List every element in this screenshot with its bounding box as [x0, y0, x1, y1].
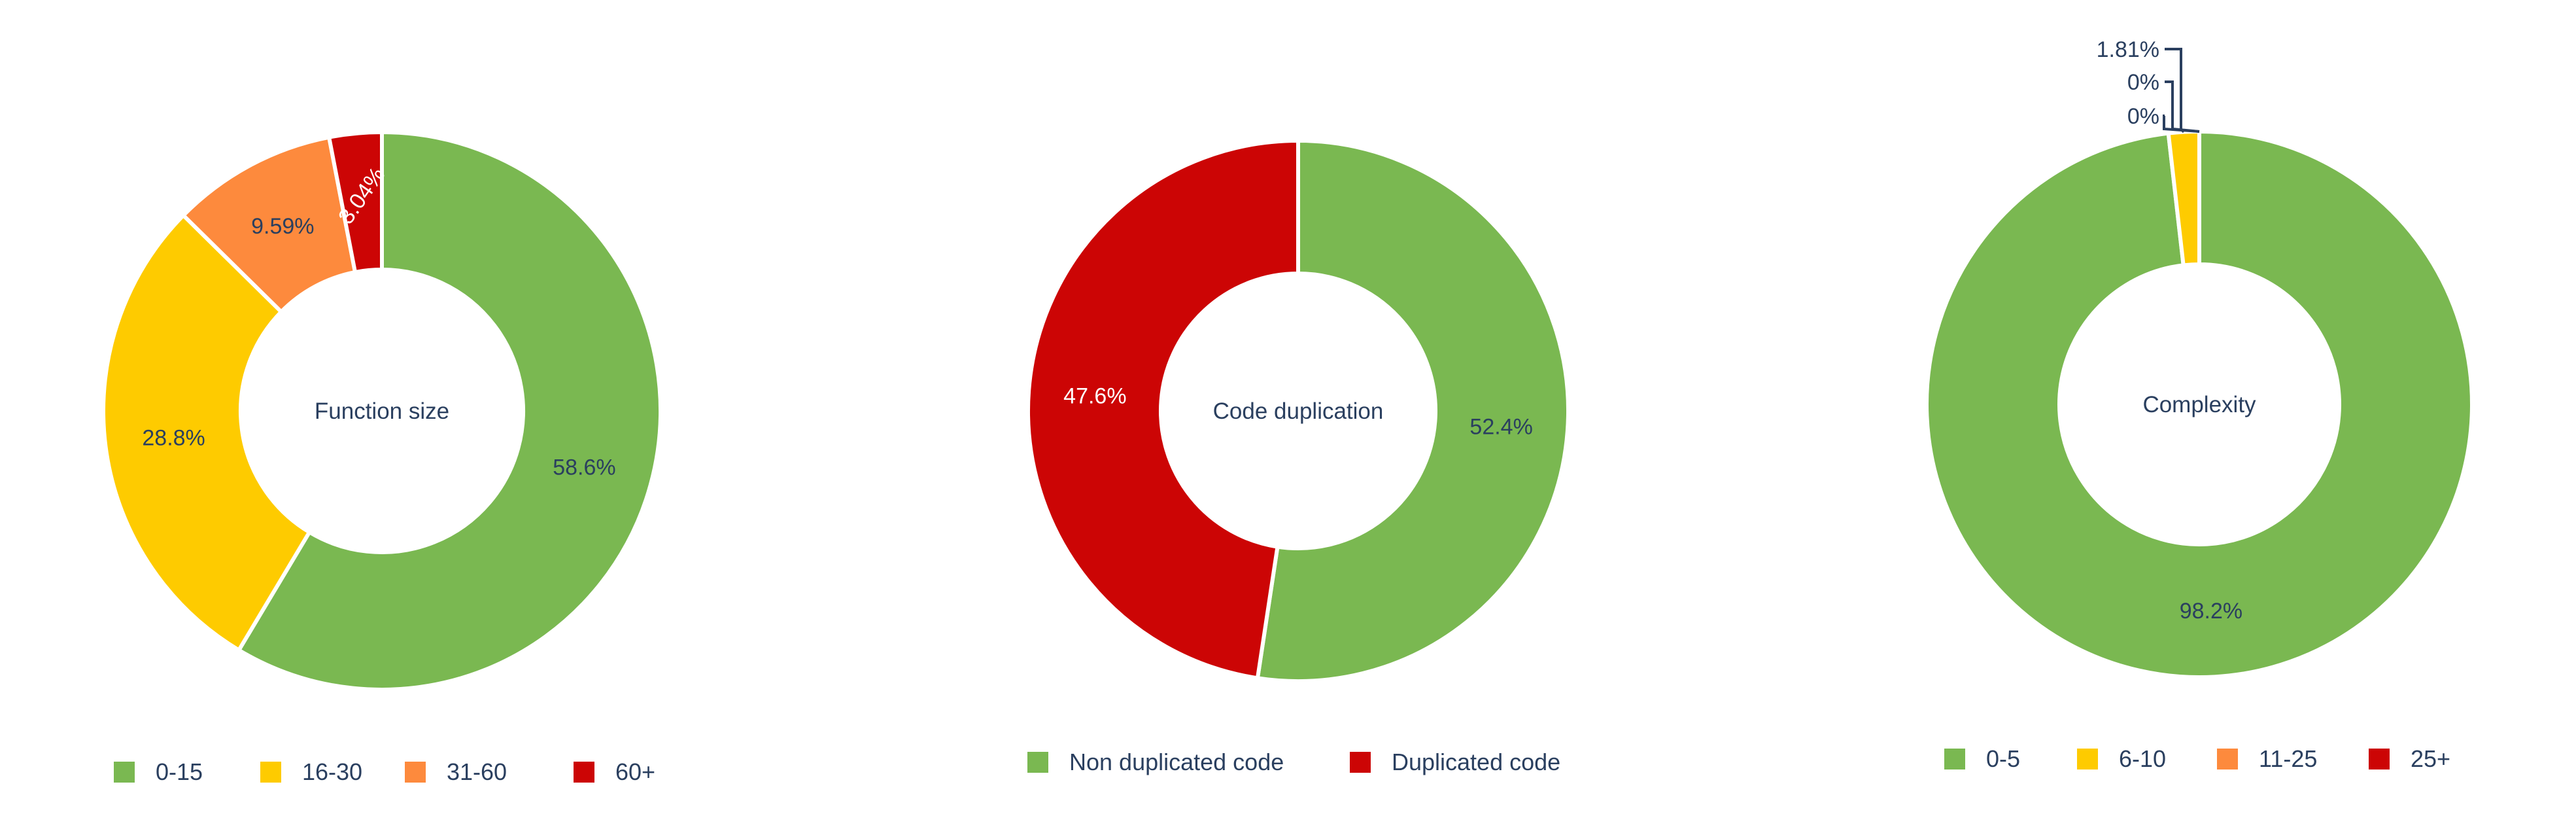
pct-label-31-60: 9.59%	[251, 214, 314, 239]
pct-label-6-10: 1.81%	[2097, 37, 2159, 62]
chart-center-title: Function size	[315, 398, 449, 424]
legend-label: 60+	[615, 758, 655, 785]
legend-item-6-10[interactable]: 6-10	[2077, 745, 2166, 772]
pct-label-0-15: 58.6%	[553, 455, 615, 480]
legend-swatch	[1027, 752, 1048, 773]
pct-label-16-30: 28.8%	[142, 426, 205, 451]
legend-label: 25+	[2411, 745, 2450, 772]
pct-label-25: 0%	[2127, 104, 2159, 129]
donut-chart-code-duplication: Code duplication 52.4% 47.6%	[1026, 139, 1570, 683]
legend-item-60[interactable]: 60+	[574, 758, 655, 785]
legend-label: 31-60	[447, 758, 507, 785]
chart-center-title: Complexity	[2142, 392, 2256, 417]
legend-swatch	[2077, 749, 2098, 769]
legend-swatch	[574, 762, 594, 783]
chart-center-title: Code duplication	[1213, 398, 1384, 424]
legend-item-0-15[interactable]: 0-15	[114, 758, 203, 785]
legend-label: 16-30	[302, 758, 362, 785]
legend-item-duplicated-code[interactable]: Duplicated code	[1350, 749, 1560, 775]
legend-function-size: 0-15 16-30 31-60 60+	[114, 758, 655, 785]
leader-line-25	[2163, 115, 2200, 133]
legend-swatch	[405, 762, 426, 783]
slice-16-30[interactable]	[101, 213, 312, 652]
legend-item-11-25[interactable]: 11-25	[2217, 745, 2317, 772]
pct-label-non-duplicated-code: 52.4%	[1469, 414, 1532, 439]
legend-swatch	[2217, 749, 2238, 769]
pct-label-11-25: 0%	[2127, 70, 2159, 95]
donut-chart-complexity: Complexity 98.2% 1.81% 0% 0%	[1924, 37, 2474, 679]
slice-0-5[interactable]	[1924, 130, 2474, 679]
slice-non-duplicated-code[interactable]	[1255, 139, 1570, 683]
legend-swatch	[260, 762, 281, 783]
legend-label: Duplicated code	[1392, 749, 1560, 775]
leader-line-6-10	[2165, 48, 2185, 133]
legend-label: Non duplicated code	[1069, 749, 1284, 775]
pct-label-0-5: 98.2%	[2180, 599, 2242, 624]
pct-label-duplicated-code: 47.6%	[1063, 384, 1126, 409]
legend-label: 6-10	[2119, 745, 2166, 772]
legend-label: 0-15	[156, 758, 203, 785]
legend-item-0-5[interactable]: 0-5	[1944, 745, 2020, 772]
legend-item-25[interactable]: 25+	[2369, 745, 2450, 772]
legend-complexity: 0-5 6-10 11-25 25+	[1944, 745, 2450, 772]
legend-code-duplication: Non duplicated code Duplicated code	[1027, 749, 1560, 775]
slice-6-10[interactable]	[2166, 130, 2201, 268]
legend-item-16-30[interactable]: 16-30	[260, 758, 362, 785]
slice-60[interactable]	[327, 130, 384, 274]
legend-item-non-duplicated-code[interactable]: Non duplicated code	[1027, 749, 1284, 775]
legend-item-31-60[interactable]: 31-60	[405, 758, 507, 785]
slice-0-15[interactable]	[237, 130, 662, 692]
slice-duplicated-code[interactable]	[1026, 139, 1300, 681]
legend-label: 0-5	[1986, 745, 2020, 772]
legend-label: 11-25	[2259, 745, 2317, 772]
legend-swatch	[114, 762, 135, 783]
legend-swatch	[1350, 752, 1371, 773]
legend-swatch	[1944, 749, 1965, 769]
legend-swatch	[2369, 749, 2390, 769]
